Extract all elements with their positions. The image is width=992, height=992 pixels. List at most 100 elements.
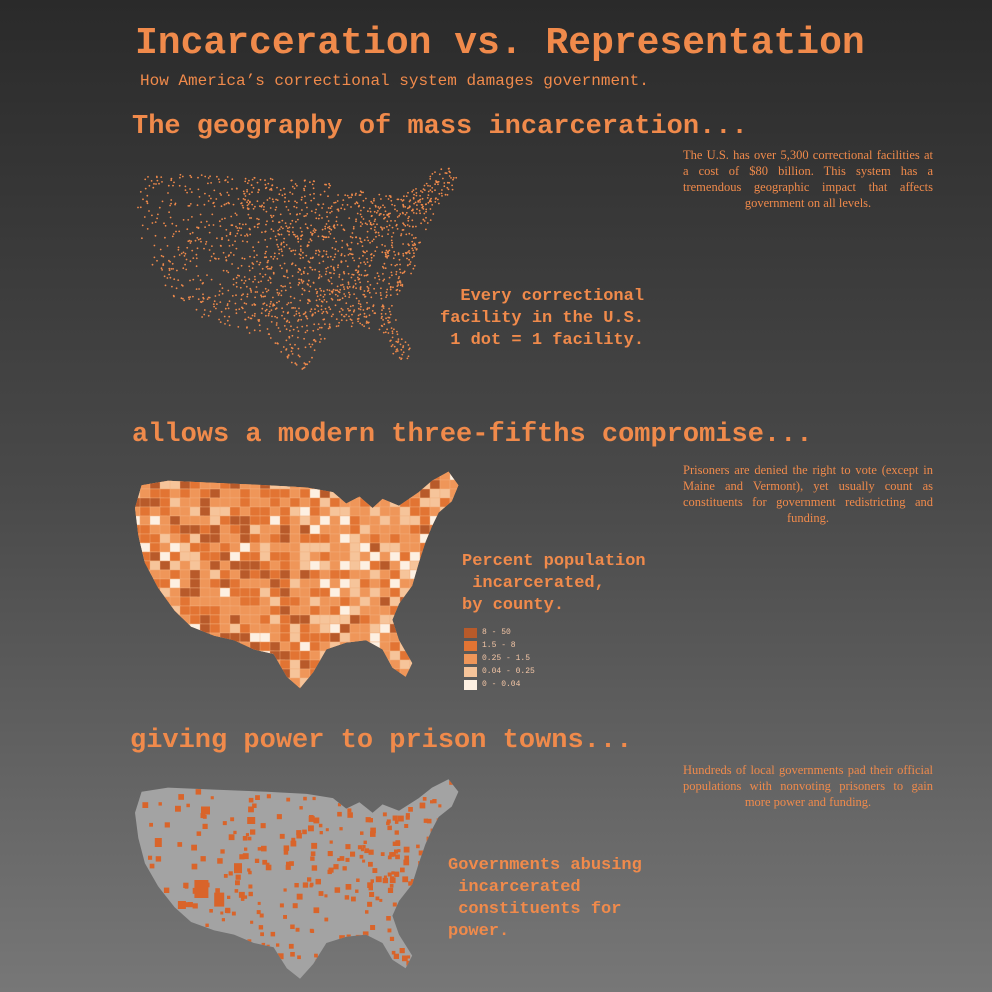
county-cell [309, 560, 321, 571]
facility-dot [286, 271, 288, 273]
facility-dot [235, 225, 237, 228]
facility-dot [419, 195, 421, 197]
facility-dot [304, 331, 307, 334]
county-cell [429, 587, 441, 598]
county-cell [329, 506, 341, 517]
facility-dot [335, 240, 337, 243]
facility-dot [397, 277, 400, 280]
facility-dot [398, 289, 401, 292]
facility-dot [294, 253, 296, 256]
facility-dot [425, 182, 428, 185]
county-cell [259, 659, 282, 670]
county-cell [189, 659, 210, 670]
county-cell [399, 497, 411, 508]
county-cell [429, 506, 441, 517]
facility-dot [405, 211, 408, 214]
facility-dot [267, 289, 270, 292]
prison-town-mark [310, 856, 315, 861]
facility-dot [289, 191, 291, 194]
county-cell [199, 686, 211, 689]
facility-dot [343, 272, 346, 275]
facility-dot [299, 257, 302, 260]
facility-dot [195, 257, 198, 260]
facility-dot [281, 219, 284, 222]
county-cell [139, 623, 153, 634]
prison-town-mark [230, 817, 235, 822]
county-cell [329, 668, 341, 679]
facility-dot [302, 270, 305, 273]
county-cell [299, 632, 311, 643]
facility-dot [204, 226, 206, 228]
county-cell [309, 587, 321, 598]
facility-dot [297, 320, 299, 322]
county-cell [449, 542, 459, 553]
facility-dot [329, 233, 332, 235]
county-cell [349, 632, 361, 643]
facility-dot [382, 307, 385, 309]
facility-dot [383, 227, 385, 229]
facility-dot [189, 296, 192, 298]
facility-dot [244, 198, 246, 201]
facility-dot [396, 293, 399, 296]
facility-dot [304, 223, 307, 225]
facility-dot [401, 200, 404, 202]
prison-town-mark [311, 865, 318, 871]
prison-town-mark [345, 884, 352, 890]
county-cell [470, 516, 480, 525]
facility-dot [289, 222, 292, 225]
facility-dot [265, 304, 268, 307]
county-cell [429, 596, 441, 607]
facility-dot [164, 224, 167, 227]
facility-dot [348, 309, 350, 312]
county-cell [219, 471, 239, 481]
county-cell [135, 659, 150, 670]
county-cell [319, 542, 331, 553]
facility-dot [369, 210, 372, 213]
facility-dot [228, 245, 231, 247]
facility-dot [317, 249, 320, 252]
facility-dot [355, 201, 358, 204]
county-cell [135, 578, 143, 589]
facility-dot [169, 204, 171, 207]
facility-dot [319, 341, 321, 343]
facility-dot [288, 233, 290, 236]
prison-town-mark [259, 913, 264, 918]
facility-dot [383, 206, 386, 209]
facility-dot [258, 324, 261, 327]
county-cell [369, 686, 381, 689]
county-cell [359, 605, 371, 616]
county-cell [299, 533, 311, 544]
facility-dot [189, 242, 192, 244]
facility-dot [212, 252, 215, 255]
facility-dot [310, 308, 313, 311]
prison-town-mark [276, 943, 280, 947]
facility-dot [411, 256, 414, 259]
facility-dot [164, 284, 167, 287]
facility-dot [304, 185, 307, 188]
prison-town-mark [344, 895, 350, 900]
prison-town-mark [379, 898, 383, 902]
county-cell [299, 596, 311, 607]
facility-dot [385, 291, 388, 294]
facility-dot [415, 225, 417, 228]
facility-dot [430, 200, 432, 203]
facility-dot [253, 250, 256, 252]
facility-dot [275, 238, 278, 241]
county-cell [260, 696, 280, 702]
facility-dot [160, 176, 163, 178]
prison-town-mark [266, 862, 270, 866]
county-cell [349, 614, 361, 625]
prison-town-mark [309, 815, 314, 820]
county-cell [189, 471, 212, 481]
county-cell [329, 641, 341, 652]
facility-dot [337, 264, 340, 267]
county-cell [139, 632, 152, 643]
county-cell [460, 507, 470, 516]
facility-dot [416, 208, 418, 210]
facility-dot [362, 250, 365, 253]
county-cell [339, 686, 351, 689]
county-cell [369, 578, 381, 589]
facility-dot [397, 341, 399, 344]
facility-dot [367, 239, 370, 242]
facility-dot [384, 313, 387, 315]
